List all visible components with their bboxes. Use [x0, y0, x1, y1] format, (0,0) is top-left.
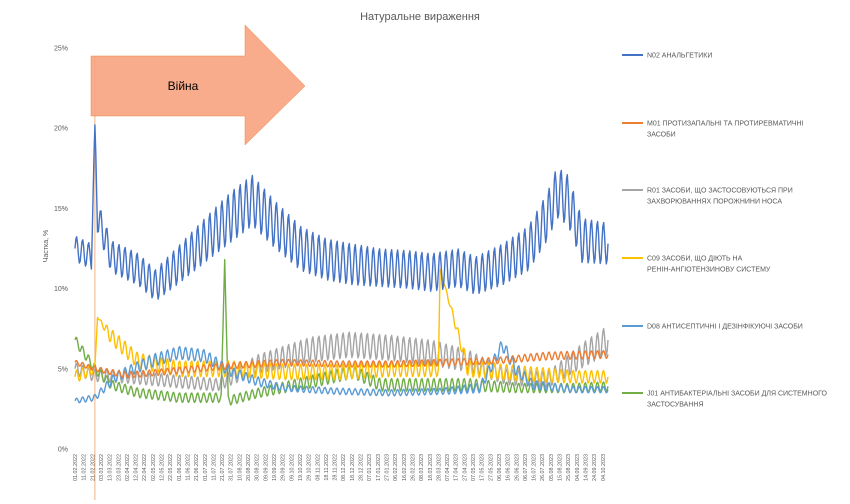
x-tick-label: 17.01.2023 [376, 454, 382, 481]
legend-label: J01 АНТИБАКТЕРІАЛЬНІ ЗАСОБИ ДЛЯ СИСТЕМНО… [647, 391, 828, 398]
legend-label: ЗАХВОРЮВАННЯХ ПОРОЖНИНИ НОСА [647, 199, 782, 206]
x-tick-label: 28.03.2023 [436, 454, 442, 481]
x-tick-label: 13.03.2022 [108, 454, 114, 481]
x-tick-label: 21.02.2022 [90, 454, 96, 481]
x-tick-label: 08.12.2022 [341, 454, 347, 481]
x-tick-label: 07.05.2023 [471, 454, 477, 481]
legend-label: R01 ЗАСОБИ, ЩО ЗАСТОСОВУЮТЬСЯ ПРИ [647, 188, 793, 195]
x-tick-label: 19.10.2022 [298, 454, 304, 481]
y-tick-label: 10% [54, 286, 68, 293]
x-tick-label: 23.03.2022 [116, 454, 122, 481]
x-tick-label: 19.09.2022 [272, 454, 278, 481]
x-tick-label: 11.06.2022 [185, 454, 191, 481]
x-tick-label: 21.07.2022 [220, 454, 226, 481]
x-tick-label: 07.04.2023 [445, 454, 451, 481]
x-tick-label: 01.02.2022 [73, 454, 79, 481]
war-arrow-label: Війна [168, 79, 199, 93]
x-tick-label: 28.11.2022 [333, 454, 339, 481]
x-tick-label: 12.05.2022 [160, 454, 166, 481]
x-tick-label: 01.07.2022 [203, 454, 209, 481]
legend-label: N02 АНАЛЬГЕТИКИ [647, 53, 712, 60]
x-tick-label: 02.04.2022 [125, 454, 131, 481]
x-tick-label: 29.09.2022 [281, 454, 287, 481]
x-tick-label: 16.02.2023 [402, 454, 408, 481]
x-tick-label: 11.07.2022 [211, 454, 217, 481]
x-tick-label: 27.04.2023 [462, 454, 468, 481]
x-tick-label: 06.07.2023 [523, 454, 529, 481]
y-axis-ticks: 0% 5% 10% 15% 20% 25% [54, 46, 68, 454]
x-tick-label: 20.08.2022 [246, 454, 252, 481]
x-tick-label: 06.02.2023 [393, 454, 399, 481]
y-axis-label: Частка, % [43, 230, 50, 263]
legend-label: ЗАСОБИ [647, 132, 676, 139]
x-tick-label: 18.12.2022 [350, 454, 356, 481]
x-tick-label: 25.08.2023 [566, 454, 572, 481]
x-tick-label: 16.06.2023 [506, 454, 512, 481]
series-line [74, 328, 609, 392]
x-tick-label: 07.01.2023 [367, 454, 373, 481]
x-tick-label: 16.07.2023 [532, 454, 538, 481]
x-tick-label: 18.11.2022 [324, 454, 330, 481]
x-tick-label: 24.09.2023 [592, 454, 598, 481]
x-tick-label: 22.05.2022 [168, 454, 174, 481]
x-tick-label: 05.08.2023 [549, 454, 555, 481]
x-tick-label: 30.08.2022 [255, 454, 261, 481]
x-tick-label: 15.08.2023 [558, 454, 564, 481]
x-tick-label: 28.12.2022 [359, 454, 365, 481]
x-tick-label: 11.02.2022 [82, 454, 88, 481]
x-tick-label: 27.01.2023 [384, 454, 390, 481]
x-tick-label: 14.09.2023 [584, 454, 590, 481]
legend-label: РЕНІН-АНГІОТЕНЗИНОВУ СИСТЕМУ [647, 267, 771, 274]
x-tick-label: 27.05.2023 [488, 454, 494, 481]
x-tick-label: 09.09.2022 [263, 454, 269, 481]
x-tick-label: 18.03.2023 [428, 454, 434, 481]
x-tick-label: 04.09.2023 [575, 454, 581, 481]
series-line [74, 124, 609, 300]
y-tick-label: 5% [58, 366, 68, 373]
x-axis-ticks: 01.02.2022 11.02.2022 21.02.2022 03.03.2022… [73, 454, 607, 481]
x-tick-label: 09.10.2022 [289, 454, 295, 481]
x-tick-label: 29.10.2022 [307, 454, 313, 481]
series-line [74, 341, 609, 404]
x-tick-label: 17.04.2023 [454, 454, 460, 481]
x-tick-label: 08.03.2023 [419, 454, 425, 481]
y-tick-label: 0% [58, 447, 68, 454]
x-tick-label: 12.04.2022 [134, 454, 140, 481]
legend-label: C09 ЗАСОБИ, ЩО ДІЮТЬ НА [647, 256, 743, 263]
x-tick-label: 03.03.2022 [99, 454, 105, 481]
x-tick-label: 22.04.2022 [142, 454, 148, 481]
x-tick-label: 02.05.2022 [151, 454, 157, 481]
x-tick-label: 01.06.2022 [177, 454, 183, 481]
war-arrow-shape [90, 24, 306, 146]
chart-legend: N02 АНАЛЬГЕТИКИ M01 ПРОТИЗАПАЛЬНІ ТА ПРОТ… [622, 53, 828, 409]
war-annotation: Війна [90, 24, 306, 146]
x-tick-label: 26.06.2023 [514, 454, 520, 481]
series-line [74, 349, 609, 379]
y-tick-label: 15% [54, 206, 68, 213]
series-lines [74, 124, 609, 406]
y-tick-label: 25% [54, 46, 68, 53]
x-tick-label: 17.05.2023 [480, 454, 486, 481]
x-tick-label: 26.02.2023 [410, 454, 416, 481]
legend-label: D08 АНТИСЕПТИЧНІ І ДЕЗІНФІКУЮЧІ ЗАСОБИ [647, 324, 803, 331]
x-tick-label: 26.07.2023 [540, 454, 546, 481]
legend-label: M01 ПРОТИЗАПАЛЬНІ ТА ПРОТИРЕВМАТИЧНІ [647, 121, 804, 128]
legend-label: ЗАСТОСУВАННЯ [647, 402, 704, 409]
y-tick-label: 20% [54, 126, 68, 133]
x-tick-label: 06.06.2023 [497, 454, 503, 481]
chart-title: Натуральне вираження [360, 11, 480, 23]
x-tick-label: 04.10.2023 [601, 454, 607, 481]
x-tick-label: 08.11.2022 [315, 454, 321, 481]
x-tick-label: 31.07.2022 [229, 454, 235, 481]
x-tick-label: 10.08.2022 [237, 454, 243, 481]
x-tick-label: 21.06.2022 [194, 454, 200, 481]
